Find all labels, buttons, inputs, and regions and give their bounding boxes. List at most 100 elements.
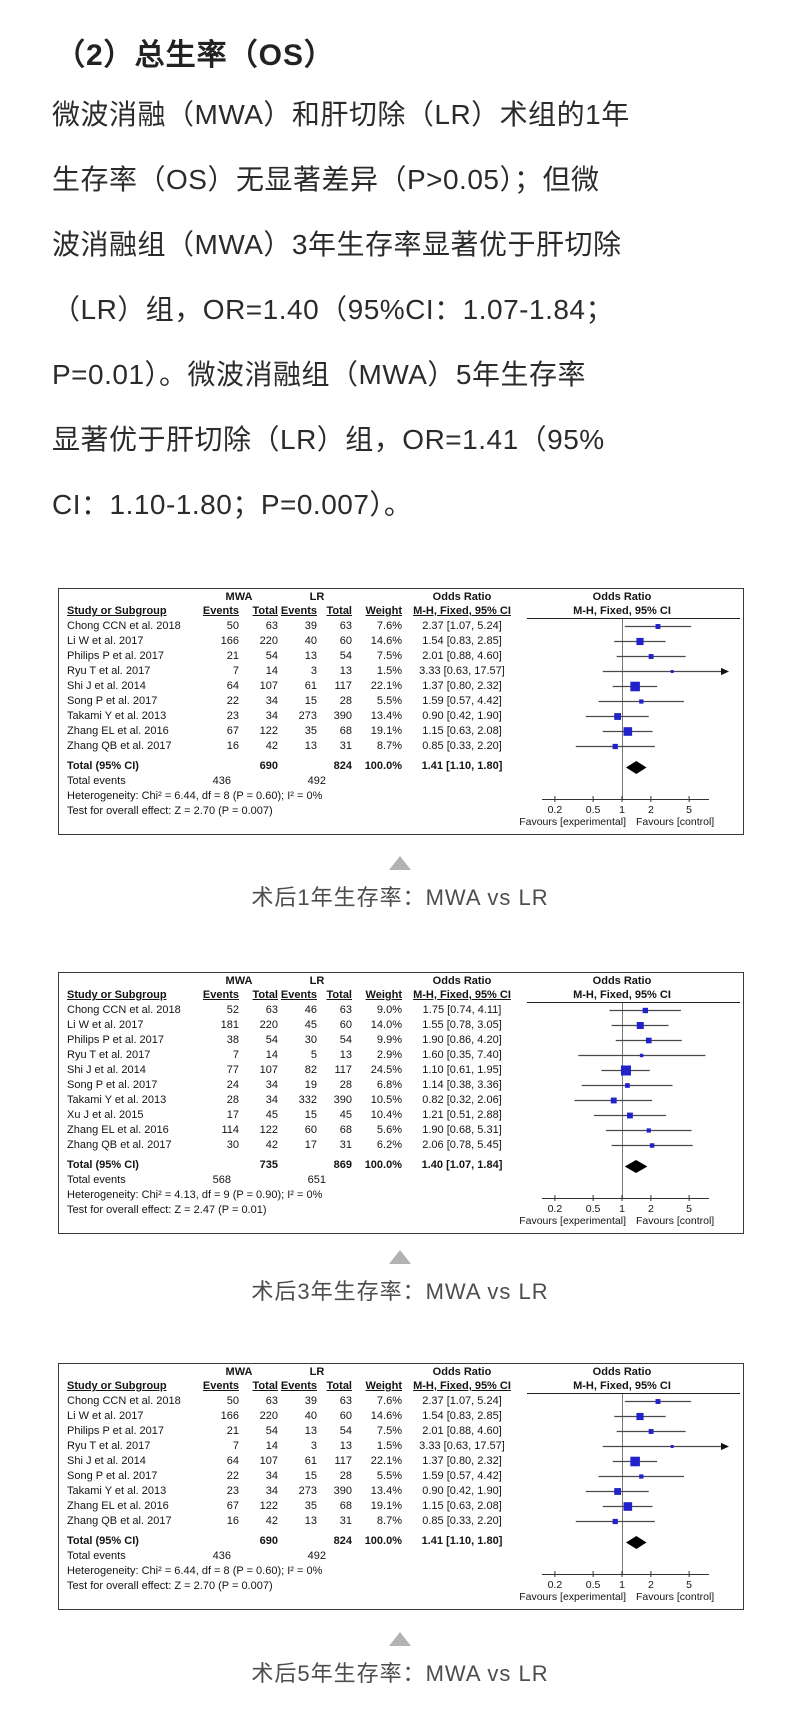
study-ci: 0.85 [0.33, 2.20] [422,1515,502,1527]
paragraph-line: CI：1.10-1.80；P=0.007）。 [52,489,413,520]
study-weight: 14.6% [370,635,402,647]
lr-total: 13 [339,1049,352,1061]
study-weight: 24.5% [370,1064,402,1076]
col-header-study: Study or Subgroup [67,1380,167,1392]
mwa-total: 14 [265,1049,278,1061]
svg-text:1: 1 [619,804,625,816]
mwa-total: 42 [265,1139,278,1151]
study-weight: 2.9% [376,1049,402,1061]
collapse-triangle-icon [389,856,411,870]
mwa-events: 22 [226,1470,239,1482]
mwa-events: 28 [226,1094,239,1106]
odds-ratio-header: Odds Ratio [432,1366,492,1378]
lr-total: 117 [334,1455,352,1467]
lr-events: 60 [304,1124,317,1136]
study-name: Shi J et al. 2014 [67,680,146,692]
study-weight: 13.4% [370,1485,402,1497]
lr-total: 117 [334,680,352,692]
plot-header-mh-ci: M-H, Fixed, 95% CI [573,605,671,617]
odds-ratio-plot-header: Odds Ratio [592,975,652,987]
mwa-total: 34 [265,1094,278,1106]
col-header-mh-ci: M-H, Fixed, 95% CI [413,989,511,1001]
total-events-label: Total events [67,1174,126,1186]
lr-total: 28 [339,695,352,707]
study-ci: 1.21 [0.51, 2.88] [422,1109,502,1121]
col-header-events: Events [202,605,239,617]
mwa-total: 220 [259,635,278,647]
mwa-events: 21 [226,1425,239,1437]
col-header-total: Total [326,1380,352,1392]
svg-text:0.2: 0.2 [548,804,563,816]
study-name: Zhang QB et al. 2017 [67,1139,172,1151]
study-name: Zhang QB et al. 2017 [67,740,172,752]
study-ci: 1.59 [0.57, 4.42] [422,1470,502,1482]
plot-header-mh-ci: M-H, Fixed, 95% CI [573,989,671,1001]
lr-total: 13 [339,1440,352,1452]
col-header-total: Total [326,989,352,1001]
mwa-events: 7 [232,1440,239,1452]
paragraph-line: 生存率（OS）无显著差异（P>0.05）；但微 [52,164,600,195]
col-header-study: Study or Subgroup [67,989,167,1001]
study-name: Ryu T et al. 2017 [67,665,151,677]
svg-text:Favours [control]: Favours [control] [636,816,714,828]
mwa-events: 38 [226,1034,239,1046]
col-header-weight: Weight [365,1380,402,1392]
study-ci: 1.90 [0.86, 4.20] [422,1034,502,1046]
heterogeneity-text: Heterogeneity: Chi² = 4.13, df = 9 (P = … [67,1189,323,1201]
study-name: Song P et al. 2017 [67,1079,158,1091]
mwa-events: 21 [226,650,239,662]
total-label: Total (95% CI) [67,760,139,772]
lr-events: 5 [310,1049,317,1061]
total-events-label: Total events [67,1550,126,1562]
study-ci: 3.33 [0.63, 17.57] [419,1440,505,1452]
mwa-total: 107 [259,1064,278,1076]
lr-events: 273 [298,710,317,722]
lr-events: 3 [310,665,317,677]
lr-total: 28 [339,1470,352,1482]
svg-text:Favours [experimental]: Favours [experimental] [519,816,626,828]
study-weight: 10.4% [370,1109,402,1121]
total-ci: 1.40 [1.07, 1.84] [421,1159,503,1171]
study-name: Takami Y et al. 2013 [67,1485,167,1497]
lr-events: 35 [304,1500,317,1512]
study-weight: 14.0% [370,1019,402,1031]
total-lr: 824 [333,760,352,772]
lr-events: 273 [298,1485,317,1497]
mwa-events: 22 [226,695,239,707]
total-events-lr: 651 [307,1174,326,1186]
study-weight: 9.0% [376,1004,402,1016]
study-name: Ryu T et al. 2017 [67,1440,151,1452]
study-name: Philips P et al. 2017 [67,1425,165,1437]
mwa-events: 23 [226,710,239,722]
mwa-events: 67 [226,1500,239,1512]
study-weight: 5.5% [376,1470,402,1482]
lr-total: 45 [339,1109,352,1121]
col-header-weight: Weight [365,989,402,1001]
mwa-events: 64 [226,680,239,692]
study-ci: 3.33 [0.63, 17.57] [419,665,505,677]
lr-total: 13 [339,665,352,677]
lr-total: 68 [339,725,352,737]
figure-caption-3year: 术后3年生存率：MWA vs LR [251,1279,549,1304]
study-weight: 5.6% [376,1124,402,1136]
study-weight: 19.1% [370,1500,402,1512]
group-header-mwa: MWA [225,1366,253,1378]
svg-text:Favours [experimental]: Favours [experimental] [519,1215,626,1227]
lr-events: 45 [304,1019,317,1031]
study-ci: 2.01 [0.88, 4.60] [422,650,502,662]
lr-total: 31 [339,1515,352,1527]
svg-text:0.5: 0.5 [586,1579,601,1591]
lr-events: 35 [304,725,317,737]
mwa-total: 107 [259,680,278,692]
mwa-total: 14 [265,1440,278,1452]
study-name: Zhang EL et al. 2016 [67,725,169,737]
lr-total: 117 [334,1064,352,1076]
lr-events: 15 [304,695,317,707]
study-weight: 6.8% [376,1079,402,1091]
mwa-events: 50 [226,1395,239,1407]
svg-text:0.5: 0.5 [586,804,601,816]
study-name: Shi J et al. 2014 [67,1455,146,1467]
lr-total: 28 [339,1079,352,1091]
study-name: Philips P et al. 2017 [67,650,165,662]
study-name: Li W et al. 2017 [67,635,144,647]
